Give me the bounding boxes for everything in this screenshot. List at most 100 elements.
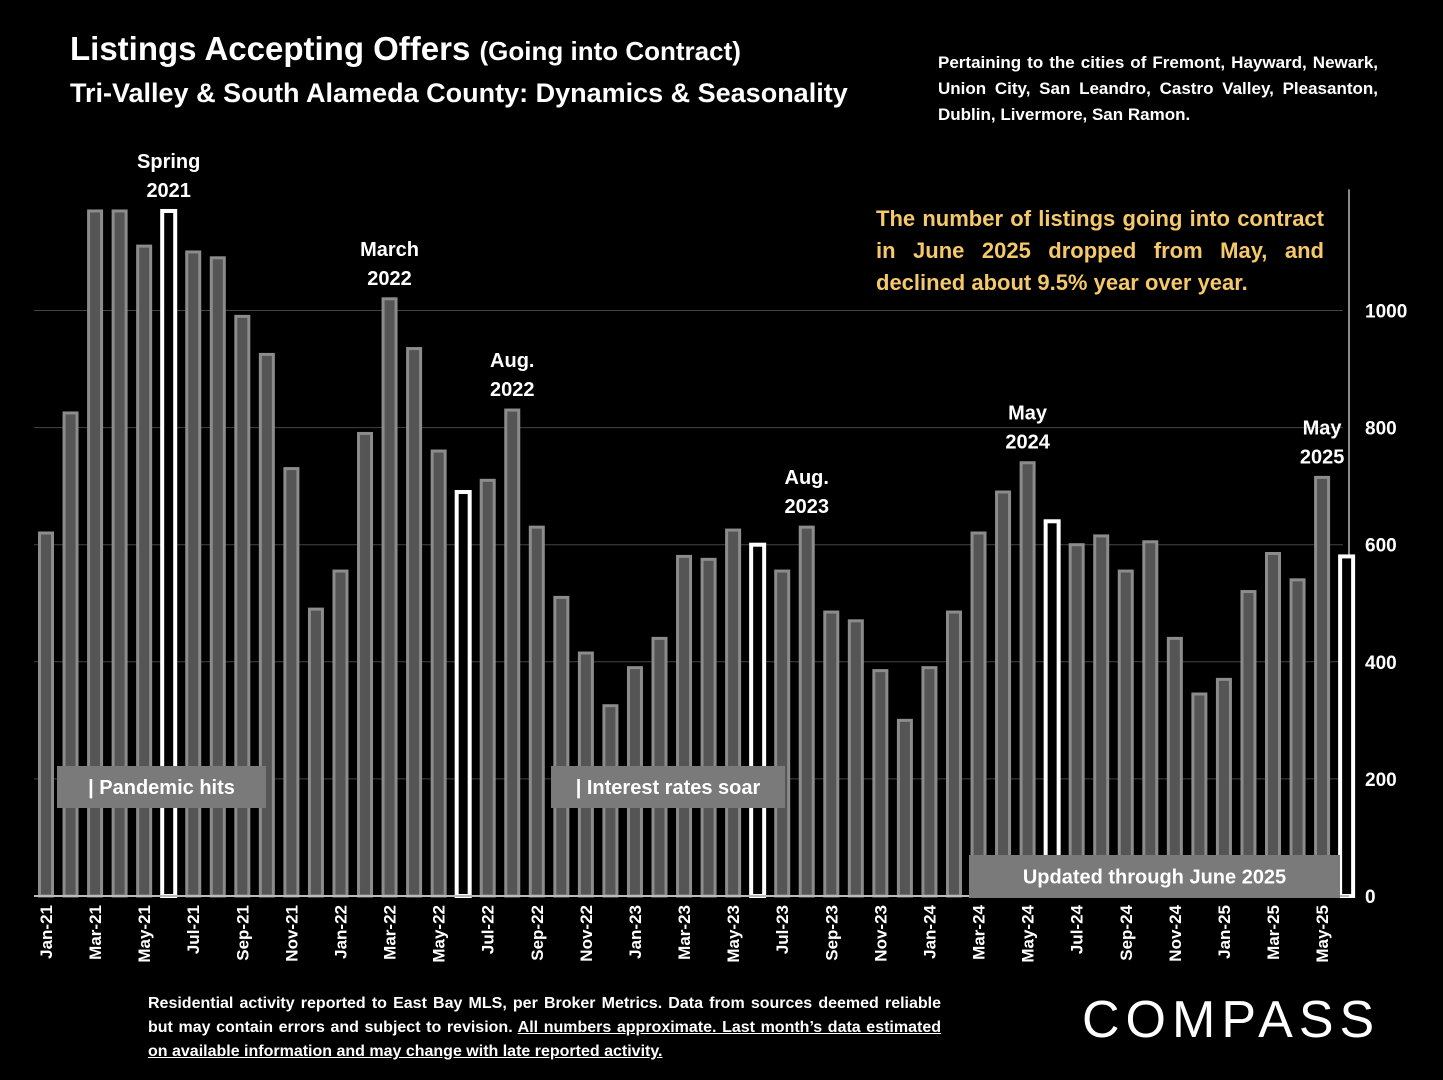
- annotation-line1: March: [360, 239, 419, 261]
- x-tick-label: Nov-24: [1166, 904, 1185, 961]
- x-tick-label: May-21: [135, 905, 154, 963]
- bar-apr-22: [406, 347, 423, 898]
- cities-note: Pertaining to the cities of Fremont, Hay…: [938, 53, 1378, 124]
- bar-jan-24: [921, 666, 938, 898]
- x-tick-label: Sep-21: [233, 905, 252, 961]
- bar-jul-23: [774, 569, 791, 898]
- y-tick-label: 400: [1365, 653, 1397, 674]
- y-tick-label: 600: [1365, 536, 1397, 557]
- x-tick-label: Sep-22: [528, 905, 547, 961]
- y-tick-label: 200: [1365, 770, 1397, 791]
- x-tick-label: Mar-21: [86, 905, 105, 960]
- x-tick-label: Mar-23: [675, 905, 694, 960]
- x-tick-label: Jul-24: [1068, 904, 1087, 954]
- chart-title-main: Listings Accepting Offers: [70, 30, 471, 67]
- bar-dec-23: [896, 718, 913, 898]
- callout-text: The number of listings going into contra…: [876, 206, 1324, 295]
- x-tick-label: Mar-25: [1264, 905, 1283, 960]
- chart-title-paren: (Going into Contract): [479, 36, 741, 66]
- bar-jul-24: [1068, 543, 1085, 898]
- x-tick-label: May-23: [724, 905, 743, 963]
- bar-feb-21: [62, 411, 79, 898]
- rates-box: [551, 766, 785, 808]
- annotation-line1: Aug.: [785, 467, 829, 489]
- bar-feb-24: [945, 610, 962, 898]
- bar-oct-24: [1142, 540, 1159, 898]
- bar-dec-21: [307, 607, 324, 898]
- x-tick-label: May-22: [430, 905, 449, 963]
- bar-nov-23: [872, 669, 889, 898]
- x-tick-label: Nov-23: [871, 905, 890, 962]
- x-tick-label: Jan-22: [331, 905, 350, 959]
- bar-may-22: [430, 449, 447, 898]
- footer-note-underlined: All numbers approximate. Last month’s da…: [148, 1019, 942, 1060]
- updated-label: Updated through June 2025: [1023, 867, 1286, 889]
- bar-oct-21: [258, 352, 275, 898]
- x-tick-label: Jan-24: [920, 904, 939, 958]
- bar-may-25: [1314, 475, 1331, 898]
- bar-jul-22: [479, 478, 496, 898]
- bar-mar-24: [970, 531, 987, 898]
- bar-jun-25: [1338, 554, 1356, 898]
- x-tick-label: Jul-22: [479, 905, 498, 954]
- footer-note-plain: Residential activity reported to East Ba…: [148, 995, 941, 1036]
- bar-may-23: [725, 528, 742, 898]
- chart-title: Listings Accepting Offers (Going into Co…: [70, 30, 741, 68]
- bar-jun-23: [749, 542, 767, 898]
- bar-feb-25: [1240, 590, 1257, 898]
- annotation-line2: 2023: [784, 496, 829, 518]
- x-tick-label: Nov-21: [282, 905, 301, 962]
- annotation-line1: May: [1008, 403, 1048, 425]
- pandemic-box: [57, 766, 266, 808]
- bar-apr-23: [700, 557, 717, 898]
- bar-jan-22: [332, 569, 349, 898]
- x-tick-label: Jul-21: [184, 905, 203, 954]
- x-tick-label: Mar-24: [970, 904, 989, 959]
- x-tick-label: Jan-21: [37, 905, 56, 959]
- chart-subtitle: Tri-Valley & South Alameda County: Dynam…: [70, 78, 848, 108]
- bar-apr-25: [1289, 578, 1306, 898]
- bar-oct-23: [847, 619, 864, 898]
- bar-apr-24: [995, 490, 1012, 898]
- bar-aug-22: [504, 408, 521, 898]
- annotation-line2: 2025: [1300, 446, 1345, 468]
- annotation-line1: May: [1303, 417, 1343, 439]
- x-tick-label: Sep-24: [1117, 904, 1136, 960]
- bar-mar-22: [381, 297, 398, 898]
- bar-aug-23: [798, 525, 815, 898]
- annotation-line2: 2021: [146, 180, 191, 202]
- x-tick-label: Sep-23: [822, 905, 841, 961]
- bar-mar-25: [1265, 551, 1281, 898]
- annotation-line2: 2022: [490, 379, 535, 401]
- bar-aug-24: [1093, 534, 1110, 898]
- bar-nov-21: [283, 467, 300, 898]
- x-tick-label: Jul-23: [773, 905, 792, 954]
- annotation-line2: 2022: [367, 268, 412, 290]
- updated-box: [969, 855, 1340, 898]
- bar-feb-22: [357, 431, 374, 898]
- y-tick-label: 1000: [1365, 302, 1407, 323]
- bar-sep-23: [823, 610, 840, 898]
- bar-sep-21: [234, 314, 251, 898]
- bar-jun-24: [1043, 519, 1061, 899]
- bar-sep-22: [528, 525, 545, 898]
- x-tick-label: May-24: [1019, 904, 1038, 962]
- bar-jan-21: [38, 531, 54, 898]
- x-tick-label: Jan-23: [626, 905, 645, 959]
- pandemic-label: | Pandemic hits: [88, 777, 235, 799]
- bar-sep-24: [1117, 569, 1134, 898]
- bar-oct-22: [553, 595, 570, 898]
- annotation-line1: Aug.: [490, 350, 534, 372]
- footer-note: Residential activity reported to East Ba…: [148, 992, 941, 1064]
- x-tick-label: Nov-22: [577, 905, 596, 962]
- x-tick-label: Mar-22: [381, 905, 400, 960]
- compass-logo: COMPASS: [1082, 991, 1381, 1049]
- x-tick-label: Jan-25: [1215, 905, 1234, 959]
- y-tick-label: 800: [1365, 419, 1397, 440]
- annotation-line2: 2024: [1005, 432, 1050, 454]
- bar-jun-22: [454, 490, 472, 898]
- y-tick-label: 0: [1365, 887, 1376, 908]
- bar-mar-23: [676, 554, 693, 898]
- bar-may-24: [1019, 461, 1036, 898]
